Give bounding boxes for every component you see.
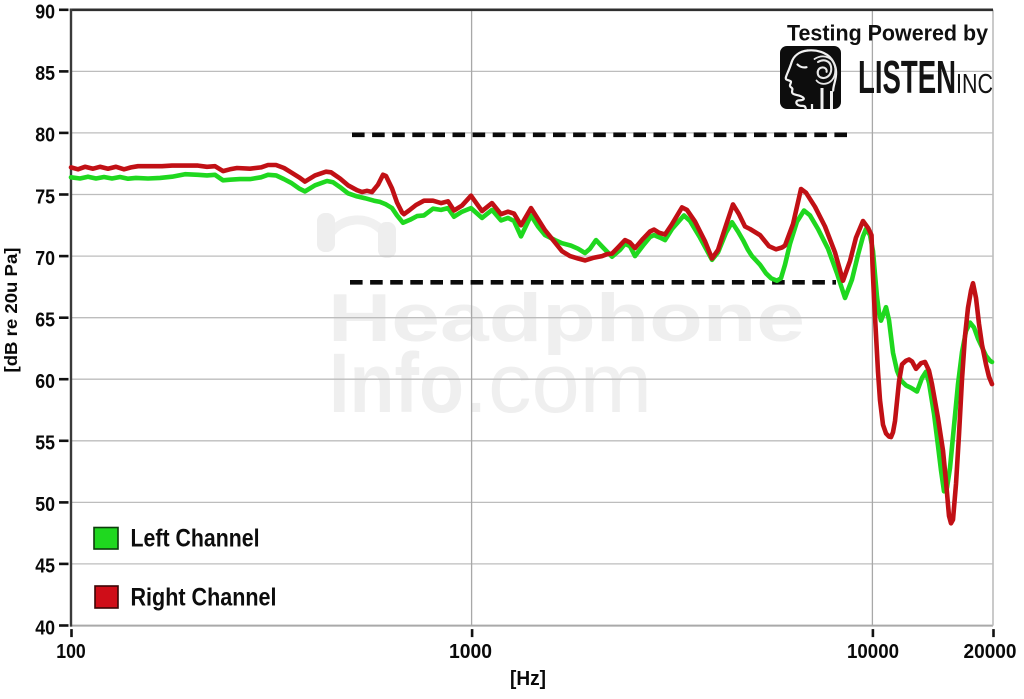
- svg-text:55: 55: [35, 432, 55, 455]
- svg-text:INC: INC: [956, 68, 993, 99]
- svg-text:50: 50: [35, 493, 55, 516]
- svg-text:100: 100: [56, 640, 86, 663]
- svg-text:Info: Info: [329, 336, 464, 430]
- svg-text:90: 90: [35, 1, 55, 24]
- svg-text:[Hz]: [Hz]: [510, 667, 546, 690]
- svg-text:[dB re 20u Pa]: [dB re 20u Pa]: [1, 248, 21, 373]
- svg-text:60: 60: [35, 370, 55, 393]
- svg-text:70: 70: [35, 247, 55, 270]
- svg-text:65: 65: [35, 309, 55, 332]
- svg-text:LISTEN: LISTEN: [858, 51, 956, 103]
- svg-text:85: 85: [35, 62, 55, 85]
- svg-text:20000: 20000: [964, 640, 1017, 663]
- svg-text:80: 80: [35, 124, 55, 147]
- svg-text:Left Channel: Left Channel: [131, 525, 260, 553]
- svg-text:Right Channel: Right Channel: [131, 584, 277, 612]
- svg-text:75: 75: [35, 185, 55, 208]
- svg-text:.com: .com: [464, 336, 652, 430]
- svg-text:40: 40: [35, 616, 55, 639]
- svg-text:Testing Powered by: Testing Powered by: [787, 21, 989, 46]
- svg-text:10000: 10000: [847, 640, 899, 663]
- svg-text:1000: 1000: [449, 640, 492, 663]
- svg-text:45: 45: [35, 555, 55, 578]
